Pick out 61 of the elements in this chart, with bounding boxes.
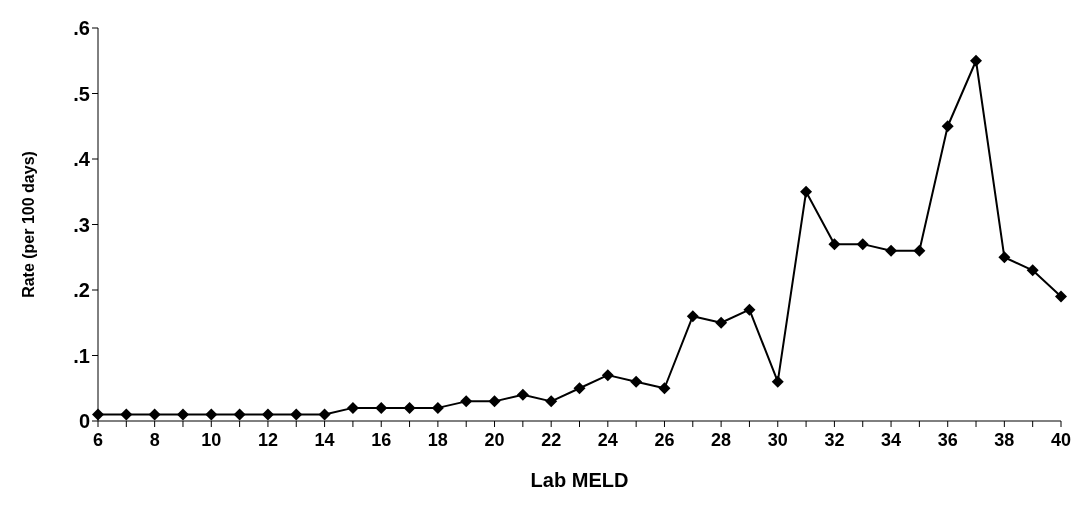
point <box>573 382 586 395</box>
point <box>261 408 274 421</box>
y-tick-label: .6 <box>73 17 90 40</box>
point <box>885 244 898 257</box>
x-tick-label: 30 <box>767 429 788 450</box>
y-tick-label: .2 <box>73 279 90 302</box>
point <box>205 408 218 421</box>
x-tick-label: 12 <box>257 429 278 450</box>
point <box>403 401 416 414</box>
point <box>715 316 728 329</box>
x-axis-title: Lab MELD <box>530 469 629 491</box>
x-tick-label: 10 <box>201 429 222 450</box>
point <box>120 408 133 421</box>
point <box>346 401 359 414</box>
point <box>545 395 558 408</box>
point <box>148 408 161 421</box>
x-tick-label: 24 <box>597 429 618 450</box>
point <box>233 408 246 421</box>
x-tick-label: 32 <box>824 429 845 450</box>
x-tick-label: 8 <box>149 429 160 450</box>
point <box>601 369 614 382</box>
point <box>658 382 671 395</box>
y-axis-title: Rate (per 100 days) <box>19 151 37 298</box>
point <box>771 375 784 388</box>
x-tick-label: 14 <box>314 429 335 450</box>
point <box>1055 290 1067 303</box>
y-tick-label: .3 <box>73 213 90 236</box>
point <box>998 251 1011 264</box>
point <box>460 395 473 408</box>
point <box>516 388 529 401</box>
point <box>290 408 303 421</box>
y-tick-label: .4 <box>73 148 91 171</box>
x-tick-label: 40 <box>1050 429 1072 450</box>
point <box>686 310 699 323</box>
point <box>856 238 869 251</box>
point <box>800 185 813 198</box>
y-tick-label: .1 <box>73 344 90 367</box>
point <box>630 375 643 388</box>
point <box>913 244 926 257</box>
x-tick-label: 38 <box>994 429 1015 450</box>
x-tick-label: 36 <box>937 429 958 450</box>
y-tick-label: .5 <box>73 82 90 105</box>
x-tick-label: 28 <box>711 429 732 450</box>
point <box>176 408 189 421</box>
point <box>970 54 983 67</box>
point <box>92 408 104 421</box>
point <box>1026 264 1039 277</box>
point <box>941 120 954 133</box>
point <box>488 395 501 408</box>
x-tick-label: 6 <box>92 429 104 450</box>
point <box>375 401 388 414</box>
x-tick-label: 22 <box>541 429 562 450</box>
point <box>828 238 841 251</box>
point <box>318 408 331 421</box>
x-tick-label: 26 <box>654 429 675 450</box>
x-tick-label: 18 <box>427 429 448 450</box>
point <box>743 303 756 316</box>
x-tick-label: 16 <box>371 429 392 450</box>
y-tick-label: 0 <box>78 410 90 433</box>
x-tick-label: 20 <box>484 429 505 450</box>
x-tick-label: 34 <box>881 429 902 450</box>
